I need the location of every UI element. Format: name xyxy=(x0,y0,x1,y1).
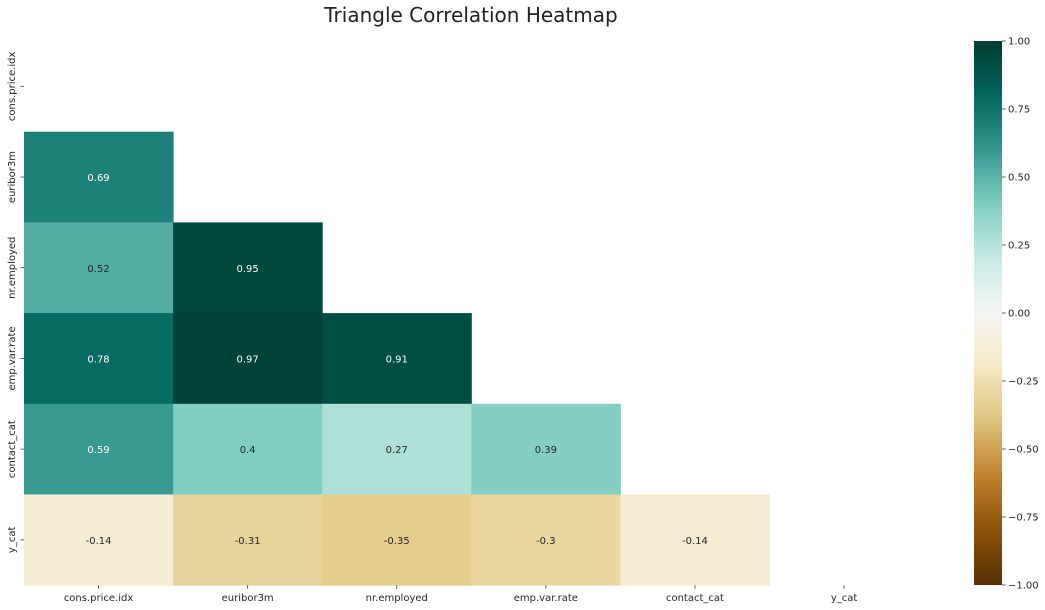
col-label-1: euribor3m xyxy=(222,593,274,604)
cell-annotation-3-2: 0.91 xyxy=(386,354,408,365)
heatmap-cell-2-0 xyxy=(24,222,174,314)
column-tick-labels: cons.price.idx euribor3m nr.employed emp.va… xyxy=(64,585,858,604)
heatmap-cell-4-3 xyxy=(471,403,621,495)
heatmap-cell-4-1 xyxy=(173,403,323,495)
heatmap-cell-3-1 xyxy=(173,313,323,405)
cell-annotation-4-0: 0.59 xyxy=(87,445,109,456)
cell-annotation-3-1: 0.97 xyxy=(237,354,259,365)
cell-annotation-5-1: -0.31 xyxy=(235,536,261,547)
heatmap-cell-3-2 xyxy=(322,313,472,405)
row-label-0: cons.price.idx xyxy=(7,52,18,122)
row-label-3: emp.var.rate xyxy=(7,326,18,390)
row-label-4: contact_cat xyxy=(7,420,18,478)
heatmap-cell-3-0 xyxy=(24,313,174,405)
row-tick-labels: cons.price.idx euribor3m nr.employed emp.va… xyxy=(7,52,24,554)
heatmap-cell-2-1 xyxy=(173,222,323,314)
col-label-0: cons.price.idx xyxy=(64,593,134,604)
heatmap-cell-1-0 xyxy=(24,131,174,223)
row-label-2: nr.employed xyxy=(7,237,18,299)
heatmap-cell-5-4 xyxy=(620,494,770,586)
colorbar-ticks: 1.00 0.75 0.50 0.25 0.00 −0.25 −0.50 −0.75 −1.00 xyxy=(1002,37,1039,592)
col-label-3: emp.var.rate xyxy=(514,593,578,604)
cell-annotation-4-2: 0.27 xyxy=(386,445,408,456)
col-label-5: y_cat xyxy=(831,593,858,604)
heatmap-cell-5-0 xyxy=(24,494,174,586)
cell-annotation-5-4: -0.14 xyxy=(682,536,708,547)
cell-annotation-1-0: 0.69 xyxy=(87,173,109,184)
heatmap-cell-5-1 xyxy=(173,494,323,586)
chart-title: Triangle Correlation Heatmap xyxy=(323,3,617,27)
colorbar-tick-label-0: 1.00 xyxy=(1008,37,1030,48)
cell-annotation-5-2: -0.35 xyxy=(384,536,410,547)
colorbar-tick-label-5: −0.25 xyxy=(1008,377,1039,388)
row-label-5: y_cat xyxy=(7,527,18,554)
cell-annotation-3-0: 0.78 xyxy=(87,354,109,365)
col-label-2: nr.employed xyxy=(366,593,428,604)
cell-annotation-4-3: 0.39 xyxy=(535,445,557,456)
cell-annotation-2-0: 0.52 xyxy=(87,264,109,275)
heatmap-cell-5-3 xyxy=(471,494,621,586)
colorbar-tick-label-3: 0.25 xyxy=(1008,241,1030,252)
col-label-4: contact_cat xyxy=(666,593,724,604)
heatmap-cell-4-2 xyxy=(322,403,472,495)
row-label-1: euribor3m xyxy=(7,151,18,203)
heatmap-cells xyxy=(24,131,770,586)
cell-annotations: 0.69 0.52 0.95 0.78 0.97 0.91 0.59 0.4 0.27 0.39 -… xyxy=(86,173,708,547)
colorbar-tick-label-4: 0.00 xyxy=(1008,309,1030,320)
colorbar-tick-label-6: −0.50 xyxy=(1008,445,1039,456)
colorbar xyxy=(974,41,1002,585)
cell-annotation-5-0: -0.14 xyxy=(86,536,112,547)
colorbar-tick-label-7: −0.75 xyxy=(1008,513,1039,524)
colorbar-tick-label-1: 0.75 xyxy=(1008,105,1030,116)
heatmap-cell-5-2 xyxy=(322,494,472,586)
colorbar-tick-label-2: 0.50 xyxy=(1008,173,1030,184)
cell-annotation-5-3: -0.3 xyxy=(536,536,556,547)
cell-annotation-2-1: 0.95 xyxy=(237,264,259,275)
colorbar-tick-label-8: −1.00 xyxy=(1008,581,1039,592)
cell-annotation-4-1: 0.4 xyxy=(240,445,256,456)
heatmap-cell-4-0 xyxy=(24,403,174,495)
